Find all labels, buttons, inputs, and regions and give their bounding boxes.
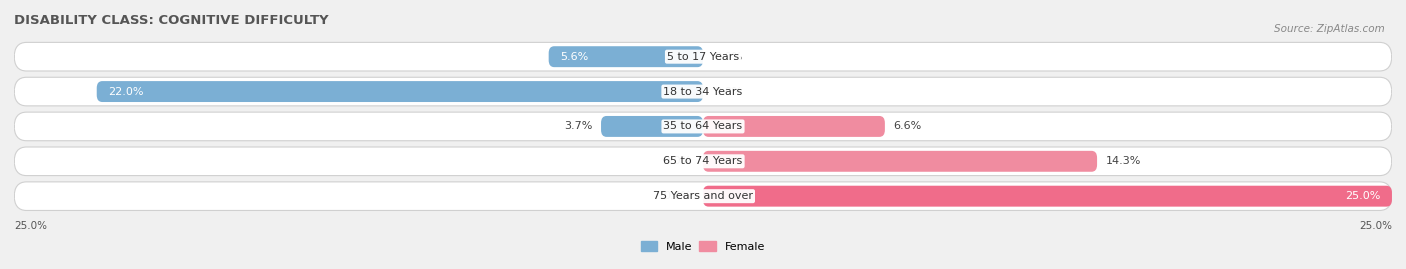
Text: 25.0%: 25.0% — [14, 221, 46, 231]
Text: 25.0%: 25.0% — [1360, 221, 1392, 231]
FancyBboxPatch shape — [14, 43, 1392, 71]
Legend: Male, Female: Male, Female — [637, 237, 769, 256]
FancyBboxPatch shape — [14, 112, 1392, 141]
Text: 0.0%: 0.0% — [714, 52, 742, 62]
FancyBboxPatch shape — [14, 147, 1392, 176]
Text: 25.0%: 25.0% — [1346, 191, 1381, 201]
Text: 6.6%: 6.6% — [893, 121, 921, 132]
Text: 65 to 74 Years: 65 to 74 Years — [664, 156, 742, 166]
Text: 75 Years and over: 75 Years and over — [652, 191, 754, 201]
Text: 18 to 34 Years: 18 to 34 Years — [664, 87, 742, 97]
Text: 0.0%: 0.0% — [714, 87, 742, 97]
Text: 3.7%: 3.7% — [564, 121, 593, 132]
FancyBboxPatch shape — [97, 81, 703, 102]
FancyBboxPatch shape — [703, 186, 1392, 207]
FancyBboxPatch shape — [703, 151, 1097, 172]
FancyBboxPatch shape — [703, 116, 884, 137]
Text: 35 to 64 Years: 35 to 64 Years — [664, 121, 742, 132]
FancyBboxPatch shape — [600, 116, 703, 137]
Text: 14.3%: 14.3% — [1105, 156, 1140, 166]
Text: 5.6%: 5.6% — [560, 52, 588, 62]
Text: DISABILITY CLASS: COGNITIVE DIFFICULTY: DISABILITY CLASS: COGNITIVE DIFFICULTY — [14, 14, 329, 27]
Text: 0.0%: 0.0% — [664, 191, 692, 201]
Text: 22.0%: 22.0% — [108, 87, 143, 97]
FancyBboxPatch shape — [14, 77, 1392, 106]
Text: 0.0%: 0.0% — [664, 156, 692, 166]
FancyBboxPatch shape — [548, 46, 703, 67]
Text: 5 to 17 Years: 5 to 17 Years — [666, 52, 740, 62]
Text: Source: ZipAtlas.com: Source: ZipAtlas.com — [1274, 24, 1385, 34]
FancyBboxPatch shape — [14, 182, 1392, 210]
